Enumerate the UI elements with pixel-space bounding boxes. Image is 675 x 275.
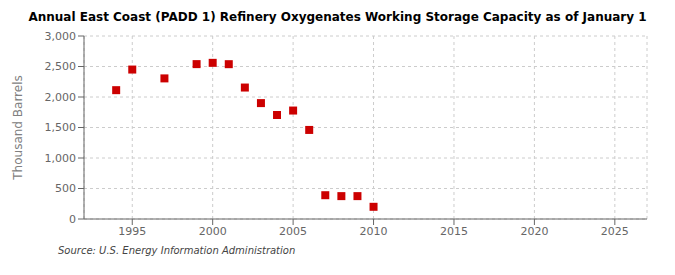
svg-text:2010: 2010	[360, 225, 388, 238]
svg-text:2015: 2015	[440, 225, 468, 238]
svg-text:3,000: 3,000	[45, 30, 77, 43]
svg-text:2005: 2005	[279, 225, 307, 238]
svg-text:500: 500	[55, 182, 76, 195]
svg-text:2025: 2025	[601, 225, 629, 238]
svg-text:Thousand Barrels: Thousand Barrels	[11, 75, 25, 180]
html-text:Source: U.S. Energy Informatio: Source: U.S. Energy Information Administ…	[58, 245, 296, 256]
svg-text:0: 0	[69, 213, 76, 226]
svg-text:2020: 2020	[520, 225, 548, 238]
svg-text:2,500: 2,500	[45, 60, 77, 73]
svg-text:1,500: 1,500	[45, 121, 77, 134]
svg-text:1,000: 1,000	[45, 152, 77, 165]
svg-text:2000: 2000	[199, 225, 227, 238]
svg-text:1995: 1995	[118, 225, 146, 238]
html-text:Annual East Coast (PADD 1) Ref: Annual East Coast (PADD 1) Refinery Oxyg…	[28, 10, 647, 24]
svg-text:2,000: 2,000	[45, 91, 77, 104]
